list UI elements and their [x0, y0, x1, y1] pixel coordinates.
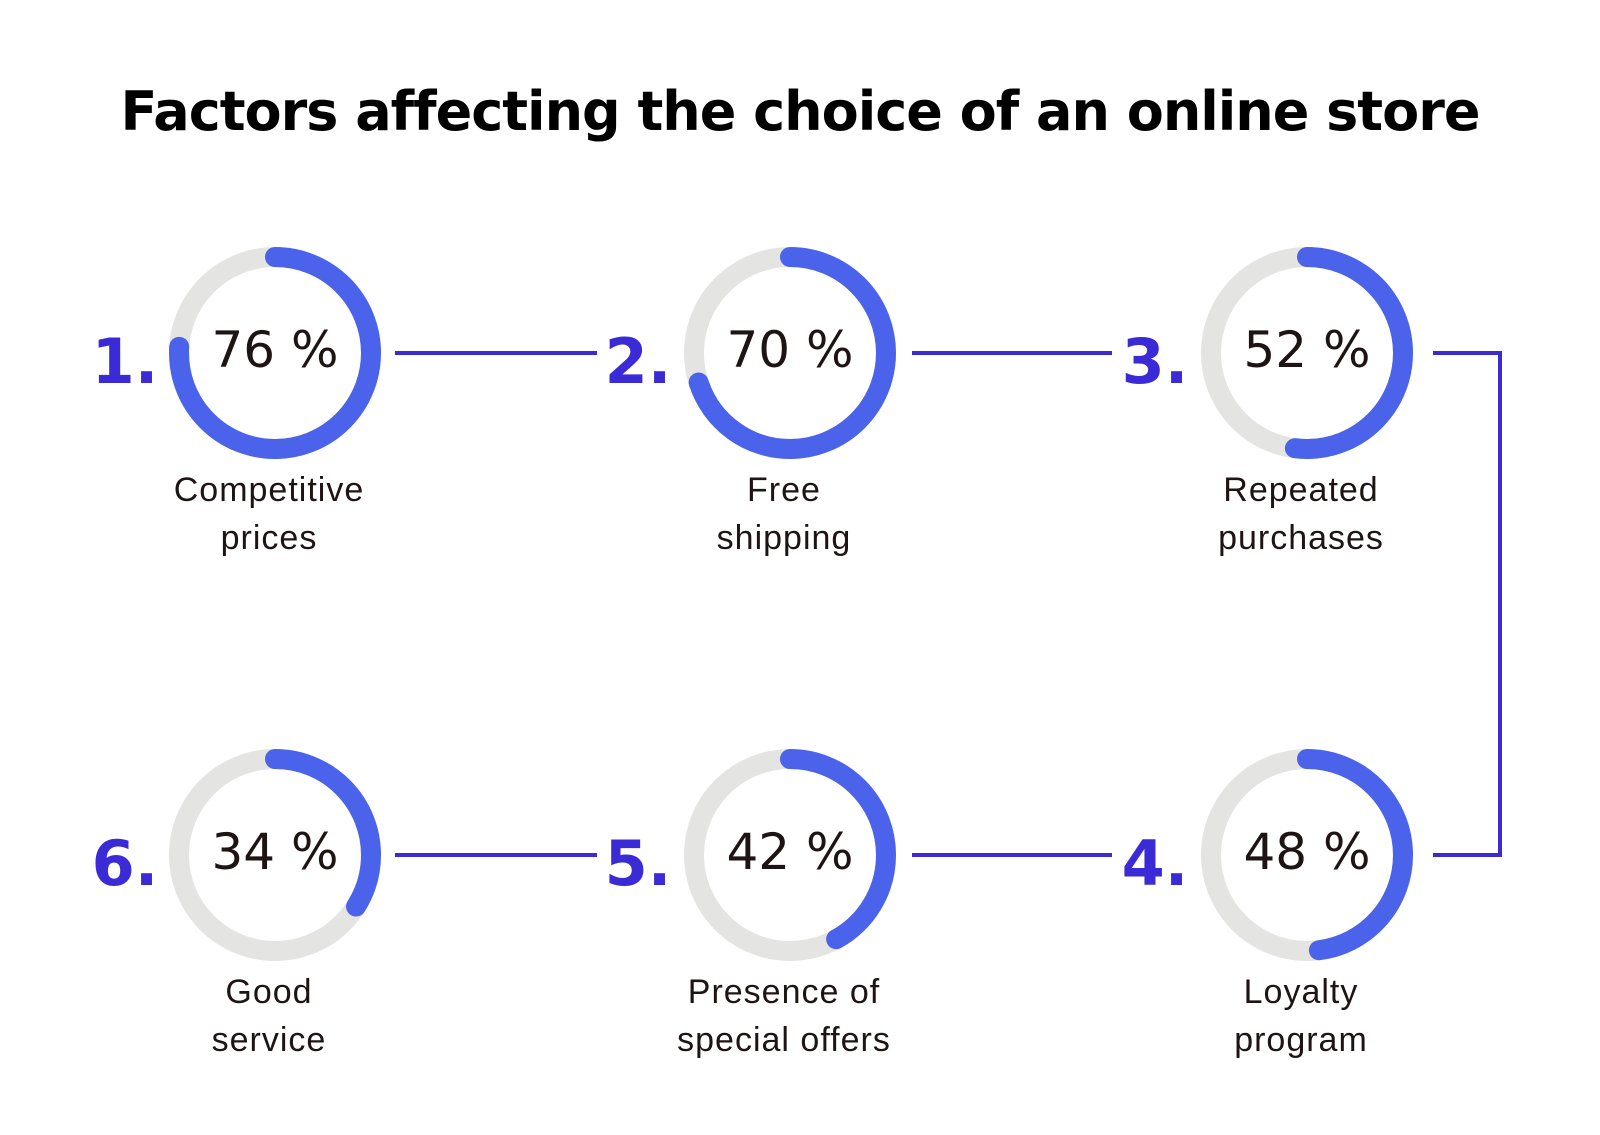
ring-value-arc [684, 749, 896, 961]
rank-number: 2. [605, 325, 672, 398]
ring-item: 76 % 1. Competitive prices [92, 247, 381, 557]
rank-number: 5. [605, 827, 672, 900]
factor-label: special offers [677, 1021, 891, 1059]
factor-label: purchases [1218, 519, 1384, 557]
ring-value-label: 42 % [726, 823, 853, 881]
rank-number: 1. [92, 325, 159, 398]
factor-label: service [212, 1021, 327, 1059]
factor-label: Free [747, 471, 821, 509]
ring-value-label: 52 % [1243, 321, 1370, 379]
ring-item: 34 % 6. Good service [92, 749, 381, 1059]
ring-item: 70 % 2. Free shipping [605, 247, 896, 557]
factor-label: shipping [717, 519, 852, 557]
ring-value-label: 34 % [211, 823, 338, 881]
rank-number: 6. [92, 827, 159, 900]
factor-label: Good [225, 973, 312, 1011]
factor-label: program [1234, 1021, 1368, 1059]
ring-item: 48 % 4. Loyalty program [1122, 749, 1413, 1059]
rank-number: 4. [1122, 827, 1189, 900]
ring-value-arc [1201, 247, 1413, 459]
ring-value-label: 70 % [726, 321, 853, 379]
factor-label: Competitive [174, 471, 365, 509]
factor-label: Loyalty [1244, 973, 1359, 1011]
factor-label: prices [221, 519, 318, 557]
rank-number: 3. [1122, 325, 1189, 398]
ring-item: 42 % 5. Presence of special offers [605, 749, 896, 1059]
ring-value-arc [684, 247, 896, 459]
factor-label: Repeated [1223, 471, 1378, 509]
factor-label: Presence of [688, 973, 880, 1011]
connector-bracket [1433, 351, 1502, 857]
ring-value-arc [1201, 749, 1413, 961]
ring-value-label: 48 % [1243, 823, 1370, 881]
chart-title: Factors affecting the choice of an onlin… [120, 80, 1481, 143]
ring-value-arc [169, 247, 381, 459]
ring-value-arc [169, 749, 381, 961]
ring-item: 52 % 3. Repeated purchases [1122, 247, 1413, 557]
ring-value-label: 76 % [211, 321, 338, 379]
